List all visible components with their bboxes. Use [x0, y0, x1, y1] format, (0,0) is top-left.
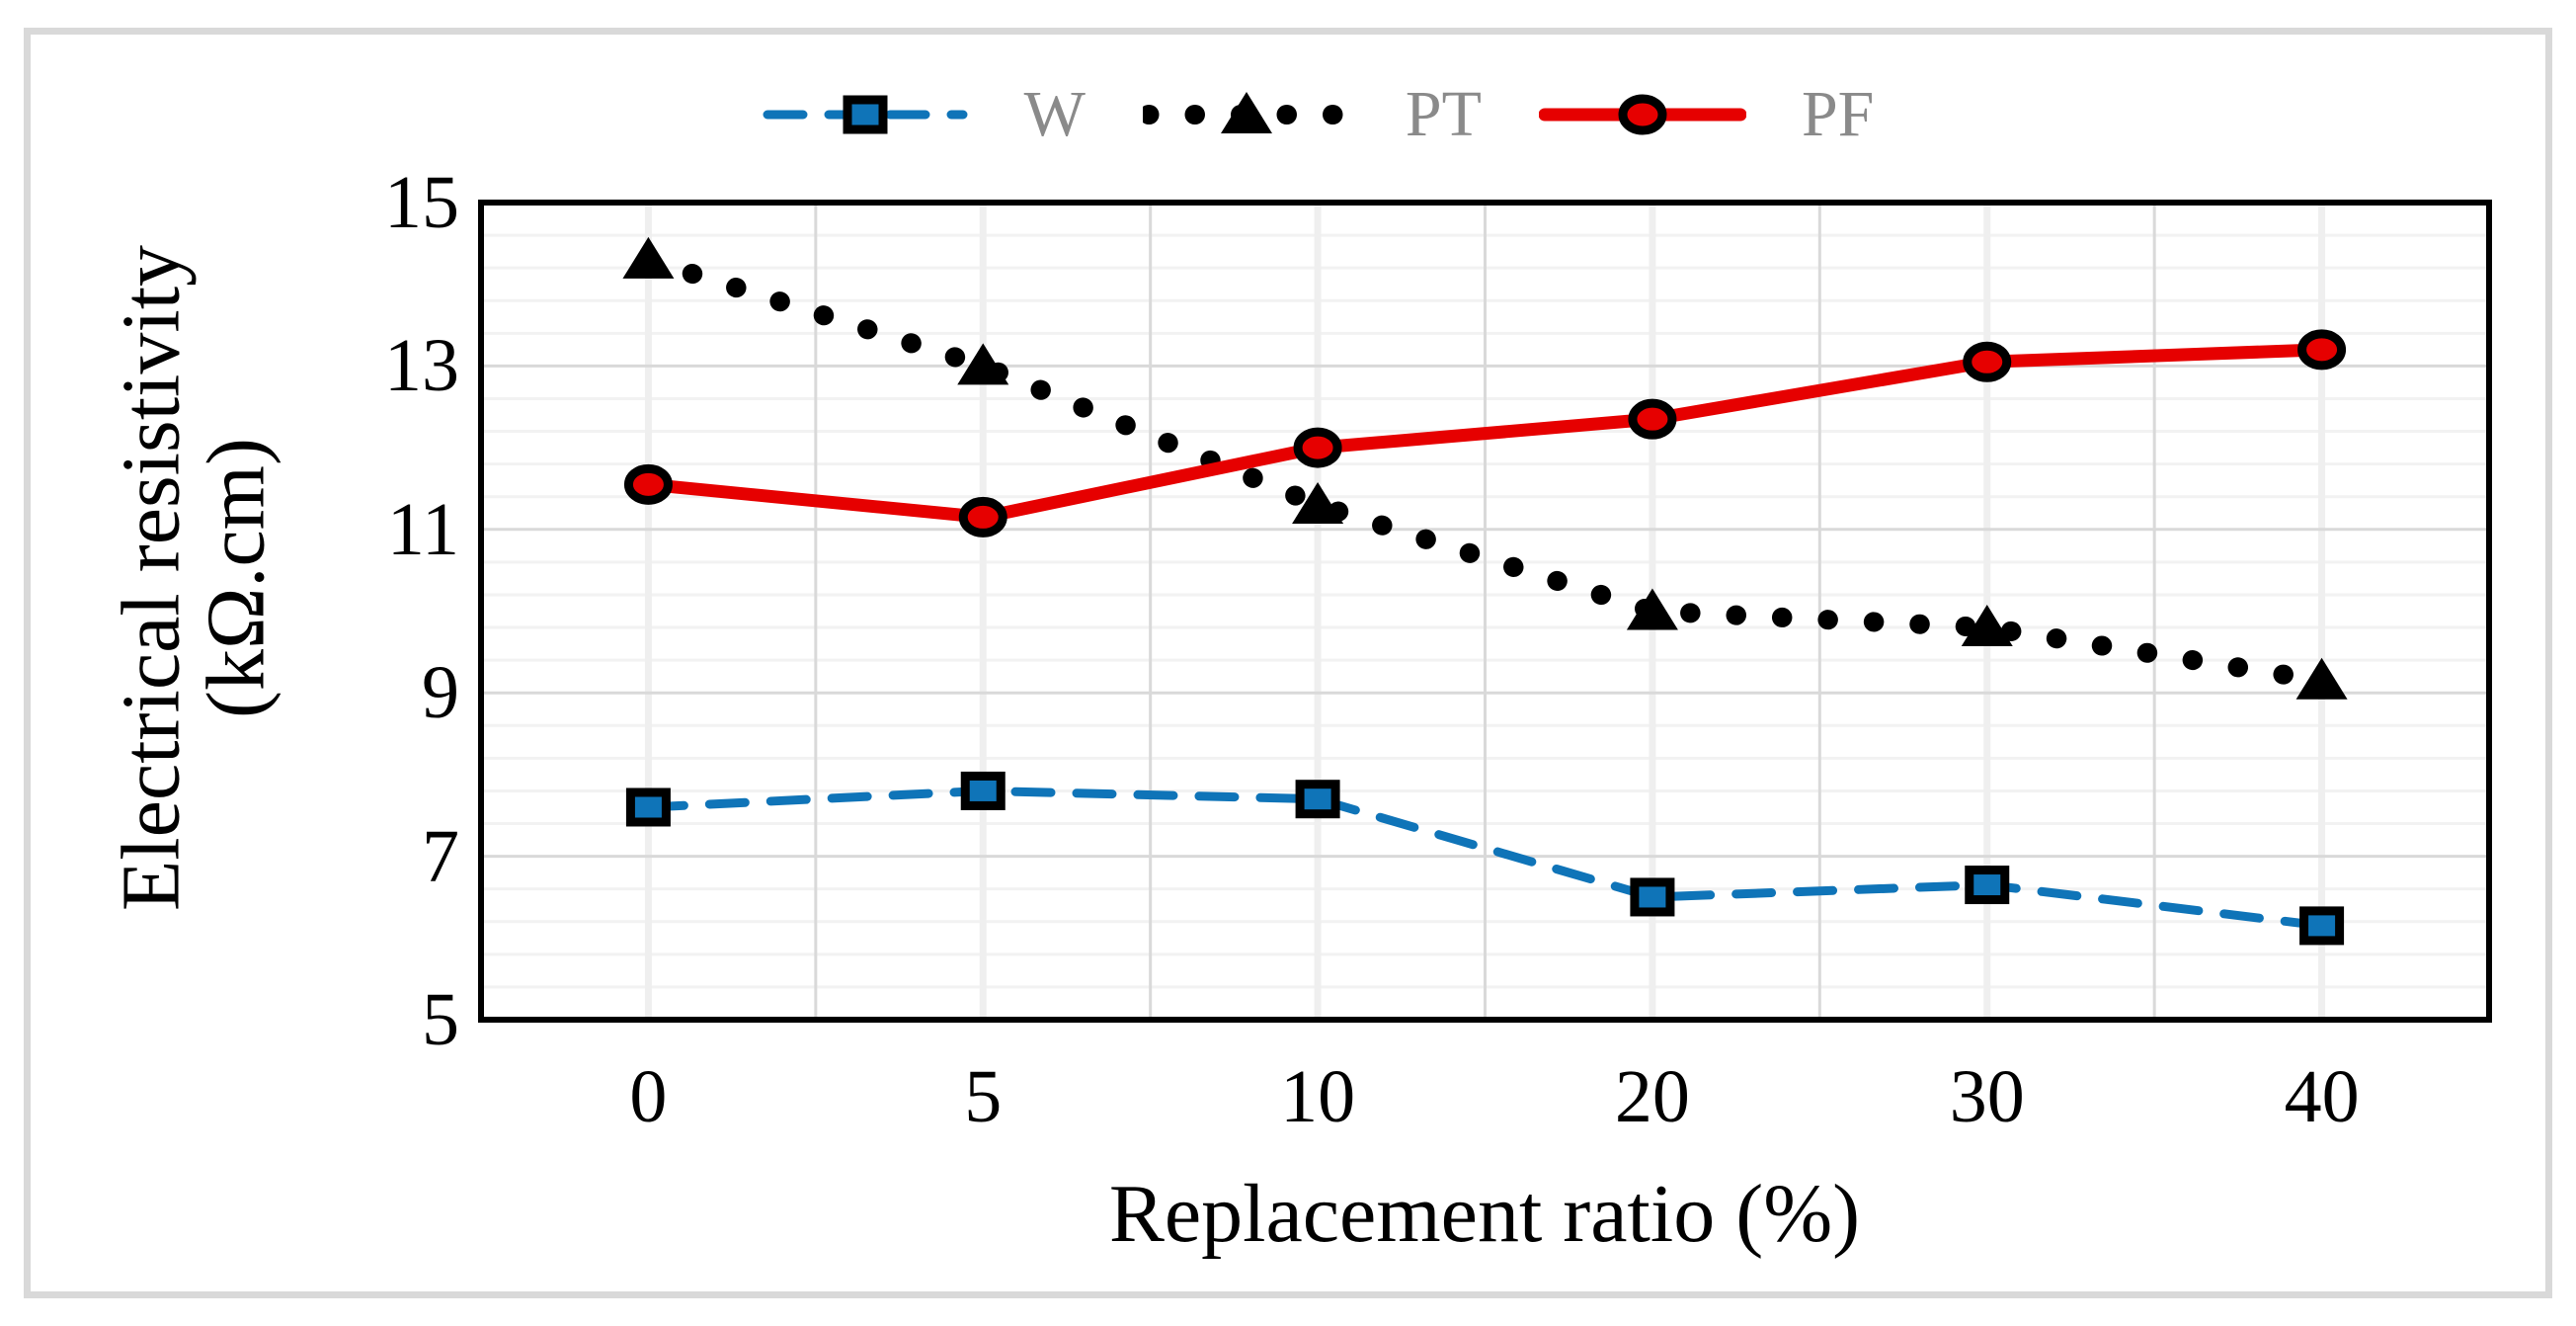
x-axis-title: Replacement ratio (%): [1108, 1168, 1861, 1260]
marker-PT-5: [957, 343, 1009, 385]
legend-label-PF: PF: [1801, 78, 1875, 150]
y-axis-title-line1: Electrical resistivity: [105, 244, 198, 912]
marker-PF-30: [1963, 341, 2012, 382]
marker-PF-20: [1628, 398, 1677, 440]
y-axis-title-line2: (kΩ.cm): [190, 438, 282, 718]
y-tick-13: 13: [384, 324, 459, 408]
marker-W-20: [1630, 877, 1675, 917]
series-line-W: [643, 786, 2327, 931]
figure-border: [24, 28, 2552, 1298]
legend-label-PT: PT: [1405, 78, 1482, 150]
marker-PF-10: [1293, 427, 1342, 468]
x-tick-30: 30: [1949, 1055, 2025, 1138]
chart-legend: W PT PF: [0, 67, 2576, 162]
plot-frame: [478, 200, 2492, 1023]
y-tick-9: 9: [422, 651, 459, 735]
legend-item-PT: PT: [1142, 78, 1482, 150]
series-line-PF: [641, 343, 2329, 524]
x-tick-40: 40: [2284, 1055, 2360, 1138]
marker-PF-40: [2297, 329, 2347, 371]
x-tick-0: 0: [629, 1055, 668, 1138]
legend-sample-PF: [1538, 94, 1746, 135]
legend-marker-PT: [1220, 92, 1272, 133]
marker-W-0: [625, 787, 671, 827]
marker-W-10: [1295, 780, 1340, 819]
legend-marker-PF: [1618, 94, 1667, 135]
marker-PF-5: [958, 496, 1007, 538]
legend-sample-PT: [1142, 92, 1350, 133]
x-tick-20: 20: [1614, 1055, 1690, 1138]
legend-sample-W: [763, 95, 968, 134]
marker-PT-20: [1626, 588, 1678, 630]
y-tick-11: 11: [386, 487, 459, 571]
marker-W-40: [2299, 906, 2345, 946]
marker-PT-40: [2295, 657, 2348, 700]
marker-W-5: [960, 771, 1006, 810]
marker-W-30: [1965, 866, 2010, 905]
y-tick-7: 7: [422, 814, 459, 898]
legend-item-PF: PF: [1538, 78, 1875, 150]
marker-PT-30: [1961, 605, 2013, 647]
x-tick-5: 5: [964, 1055, 1003, 1138]
marker-PT-0: [622, 236, 675, 279]
y-tick-5: 5: [422, 978, 459, 1061]
marker-PF-0: [623, 463, 673, 505]
y-tick-15: 15: [384, 161, 459, 244]
legend-label-W: W: [1023, 78, 1086, 150]
legend-item-W: W: [762, 80, 1086, 149]
x-tick-10: 10: [1280, 1055, 1356, 1138]
legend-marker-W: [843, 95, 888, 134]
y-axis-title: Electrical resistivity (kΩ.cm): [105, 244, 282, 912]
marker-PT-10: [1292, 481, 1344, 524]
